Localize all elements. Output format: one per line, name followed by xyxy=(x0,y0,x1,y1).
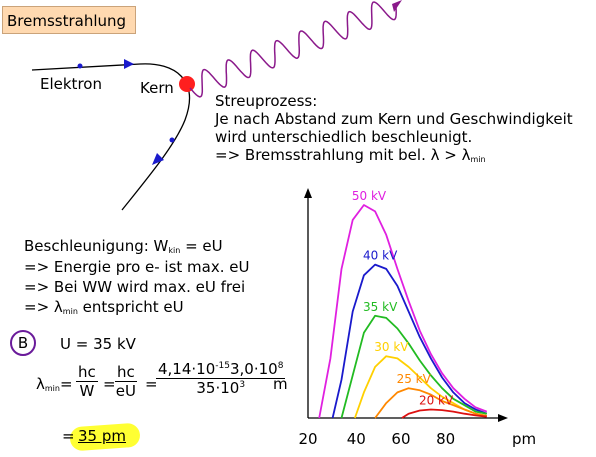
equals-1: = xyxy=(103,375,116,393)
series-label: 40 kV xyxy=(363,249,398,263)
electron-arrow-1 xyxy=(124,59,134,69)
series-label: 25 kV xyxy=(397,372,432,386)
x-tick-label: 60 xyxy=(391,430,410,448)
result-equals: = xyxy=(62,427,75,445)
scatter-line-2: Je nach Abstand zum Kern und Geschwindig… xyxy=(215,110,573,128)
nucleus-dot xyxy=(179,76,195,92)
x-axis-arrow xyxy=(498,414,508,422)
x-tick-label: 40 xyxy=(347,430,366,448)
photon-arrow xyxy=(392,0,402,12)
result-value: 35 pm xyxy=(78,427,126,445)
electron-label: Elektron xyxy=(40,75,102,93)
accel-line-2: => Energie pro e- ist max. eU xyxy=(24,258,250,276)
example-badge: B xyxy=(10,330,36,356)
accel-line-1: Beschleunigung: Wkin = eU xyxy=(24,237,223,256)
electron-dot-2 xyxy=(169,137,175,143)
electron-trajectory xyxy=(31,63,191,211)
x-axis-label: pm xyxy=(512,430,536,448)
lambda-min-label: λmin= xyxy=(36,375,73,394)
series-line xyxy=(401,408,487,419)
series-label: 35 kV xyxy=(363,300,398,314)
series-label: 30 kV xyxy=(374,340,409,354)
fraction-hc-w: hc W xyxy=(76,363,98,400)
nucleus-label: Kern xyxy=(140,79,174,97)
series-line xyxy=(354,355,487,419)
series-line xyxy=(374,387,487,419)
series-label: 50 kV xyxy=(352,189,387,203)
photon-wave xyxy=(189,1,397,98)
given-voltage: U = 35 kV xyxy=(60,335,136,353)
electron-arrow-2 xyxy=(152,153,164,165)
series-line xyxy=(331,263,488,419)
scatter-line-4: => Bremsstrahlung mit bel. λ > λmin xyxy=(215,146,486,165)
series-label: 20 kV xyxy=(419,393,454,407)
equals-2: = xyxy=(145,375,158,393)
x-tick-label: 80 xyxy=(436,430,455,448)
accel-line-4: => λmin entspricht eU xyxy=(24,298,184,317)
electron-dot-1 xyxy=(77,63,83,69)
unit-meter: m xyxy=(273,375,288,393)
fraction-numeric: 4,14·10-153,0·108 35·103 xyxy=(156,360,286,397)
page-title: Bremsstrahlung xyxy=(2,6,136,34)
series-line xyxy=(318,204,488,419)
y-axis-arrow xyxy=(304,188,312,198)
scatter-line-1: Streuprozess: xyxy=(215,92,318,110)
spectrum-chart: 20 40 60 80 pm 50 kV 40 kV 35 kV 30 kV 25 kV 20 kV xyxy=(298,188,536,448)
x-tick-label: 20 xyxy=(298,430,317,448)
fraction-hc-eu: hc eU xyxy=(115,363,137,400)
accel-line-3: => Bei WW wird max. eU frei xyxy=(24,278,246,296)
series-line xyxy=(340,314,487,419)
scatter-line-3: wird unterschiedlich beschleunigt. xyxy=(215,128,473,146)
